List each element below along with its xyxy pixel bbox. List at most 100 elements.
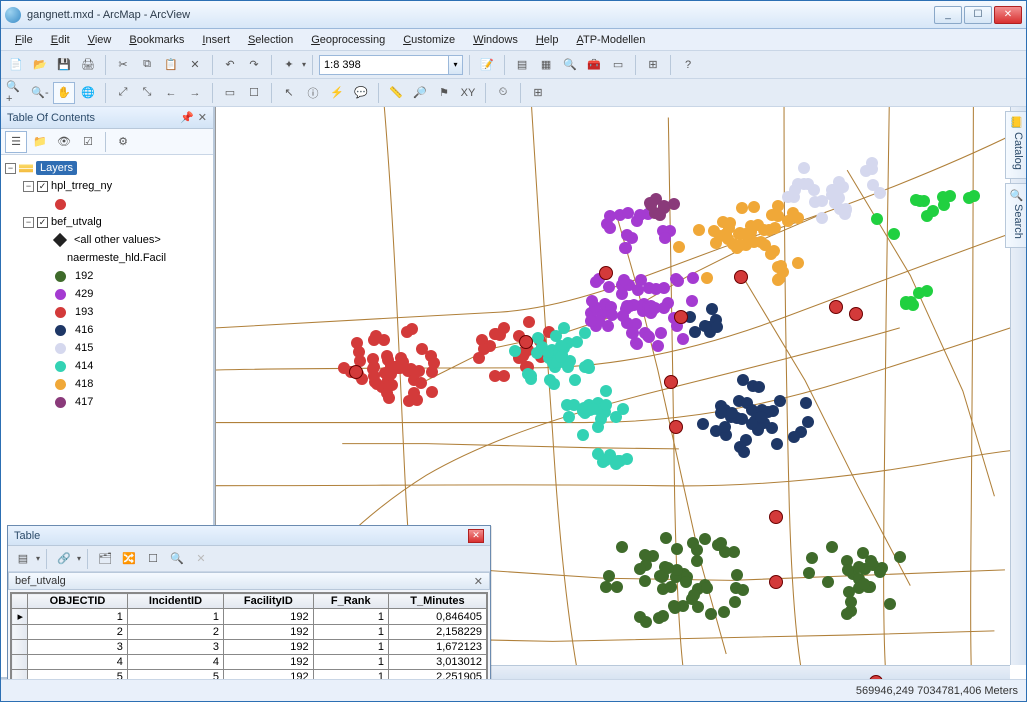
map-point[interactable] xyxy=(874,566,886,578)
map-point[interactable] xyxy=(583,362,595,374)
list-by-visibility-button[interactable]: 👁 xyxy=(53,131,75,153)
map-point[interactable] xyxy=(611,581,623,593)
map-point[interactable] xyxy=(652,340,664,352)
related-tables-button[interactable]: 🔗 xyxy=(53,548,75,570)
add-data-button[interactable]: ✦ xyxy=(278,54,300,76)
map-point[interactable] xyxy=(687,272,699,284)
pin-icon[interactable]: 📌 xyxy=(180,111,194,124)
map-point[interactable] xyxy=(858,578,870,590)
table-cell[interactable]: 1 xyxy=(313,640,388,655)
map-point[interactable] xyxy=(401,326,413,338)
layer-node[interactable]: − ✓ bef_utvalg xyxy=(3,213,211,231)
table-cell[interactable]: 1 xyxy=(313,670,388,680)
table-window-header[interactable]: Table ✕ xyxy=(8,526,490,546)
pan-button[interactable]: ✋ xyxy=(53,82,75,104)
scale-dropdown-arrow[interactable]: ▾ xyxy=(449,55,463,75)
table-cell[interactable]: 3,013012 xyxy=(388,655,486,670)
table-cell[interactable]: 1 xyxy=(28,609,128,625)
map-point[interactable] xyxy=(822,576,834,588)
map-point[interactable] xyxy=(736,413,748,425)
map-point[interactable] xyxy=(802,178,814,190)
map-point[interactable] xyxy=(622,207,634,219)
scale-input[interactable]: 1:8 398 xyxy=(319,55,449,75)
map-point[interactable] xyxy=(927,205,939,217)
table-row[interactable]: 4419213,013012 xyxy=(12,655,487,670)
map-point[interactable] xyxy=(708,225,720,237)
map-point[interactable] xyxy=(649,302,661,314)
list-by-drawing-order-button[interactable]: ☰ xyxy=(5,131,27,153)
map-point[interactable] xyxy=(860,165,872,177)
map-point[interactable] xyxy=(351,337,363,349)
editor-toolbar-button[interactable]: 📝 xyxy=(476,54,498,76)
map-point[interactable] xyxy=(687,537,699,549)
map-point[interactable] xyxy=(748,201,760,213)
table-cell[interactable]: 192 xyxy=(224,670,314,680)
menu-atp-modellen[interactable]: ATP-Modellen xyxy=(568,32,653,48)
map-point[interactable] xyxy=(963,192,975,204)
map-point[interactable] xyxy=(555,351,567,363)
map-point[interactable] xyxy=(650,283,662,295)
expand-icon[interactable]: − xyxy=(23,217,34,228)
table-cell[interactable]: 1 xyxy=(313,609,388,625)
map-point[interactable] xyxy=(408,387,420,399)
map-point[interactable] xyxy=(587,403,599,415)
map-point[interactable] xyxy=(726,407,738,419)
time-slider-button[interactable]: ⏲ xyxy=(492,82,514,104)
toc-button[interactable]: ▤ xyxy=(511,54,533,76)
map-hpl-point[interactable] xyxy=(829,300,843,314)
map-point[interactable] xyxy=(772,261,784,273)
map-hpl-point[interactable] xyxy=(769,510,783,524)
menu-view[interactable]: View xyxy=(80,32,120,48)
map-point[interactable] xyxy=(634,563,646,575)
map-point[interactable] xyxy=(914,195,926,207)
map-point[interactable] xyxy=(602,320,614,332)
catalog-button[interactable]: ▦ xyxy=(535,54,557,76)
layer-checkbox[interactable]: ✓ xyxy=(37,181,48,192)
table-row[interactable]: 3319211,672123 xyxy=(12,640,487,655)
list-by-source-button[interactable]: 📁 xyxy=(29,131,51,153)
toc-close-icon[interactable]: ✕ xyxy=(198,111,207,124)
new-button[interactable]: 📄 xyxy=(5,54,27,76)
map-point[interactable] xyxy=(806,552,818,564)
map-point[interactable] xyxy=(774,395,786,407)
table-cell[interactable]: 192 xyxy=(224,655,314,670)
clear-selection-button[interactable]: ☐ xyxy=(142,548,164,570)
map-point[interactable] xyxy=(705,608,717,620)
viewer-window-button[interactable]: ⊞ xyxy=(527,82,549,104)
map-point[interactable] xyxy=(788,431,800,443)
full-extent-button[interactable]: 🌐 xyxy=(77,82,99,104)
close-button[interactable]: ✕ xyxy=(994,6,1022,24)
map-point[interactable] xyxy=(677,333,689,345)
map-point[interactable] xyxy=(734,441,746,453)
map-point[interactable] xyxy=(600,399,612,411)
map-point[interactable] xyxy=(544,374,556,386)
map-point[interactable] xyxy=(867,179,879,191)
map-point[interactable] xyxy=(385,360,397,372)
map-point[interactable] xyxy=(758,224,770,236)
map-point[interactable] xyxy=(413,365,425,377)
map-point[interactable] xyxy=(634,209,646,221)
map-point[interactable] xyxy=(706,303,718,315)
map-point[interactable] xyxy=(771,438,783,450)
map-point[interactable] xyxy=(699,533,711,545)
table-cell[interactable]: 4 xyxy=(127,655,223,670)
map-point[interactable] xyxy=(905,296,917,308)
menu-insert[interactable]: Insert xyxy=(194,32,238,48)
map-point[interactable] xyxy=(426,366,438,378)
map-hpl-point[interactable] xyxy=(769,575,783,589)
help-button[interactable]: ? xyxy=(677,54,699,76)
map-point[interactable] xyxy=(693,224,705,236)
map-hpl-point[interactable] xyxy=(734,270,748,284)
map-point[interactable] xyxy=(701,272,713,284)
map-point[interactable] xyxy=(618,274,630,286)
expand-icon[interactable]: − xyxy=(5,163,16,174)
map-point[interactable] xyxy=(523,316,535,328)
map-point[interactable] xyxy=(489,370,501,382)
map-point[interactable] xyxy=(753,381,765,393)
map-point[interactable] xyxy=(798,162,810,174)
column-header[interactable]: F_Rank xyxy=(313,594,388,609)
map-point[interactable] xyxy=(659,232,671,244)
map-hpl-point[interactable] xyxy=(349,365,363,379)
menu-help[interactable]: Help xyxy=(528,32,567,48)
map-point[interactable] xyxy=(586,295,598,307)
